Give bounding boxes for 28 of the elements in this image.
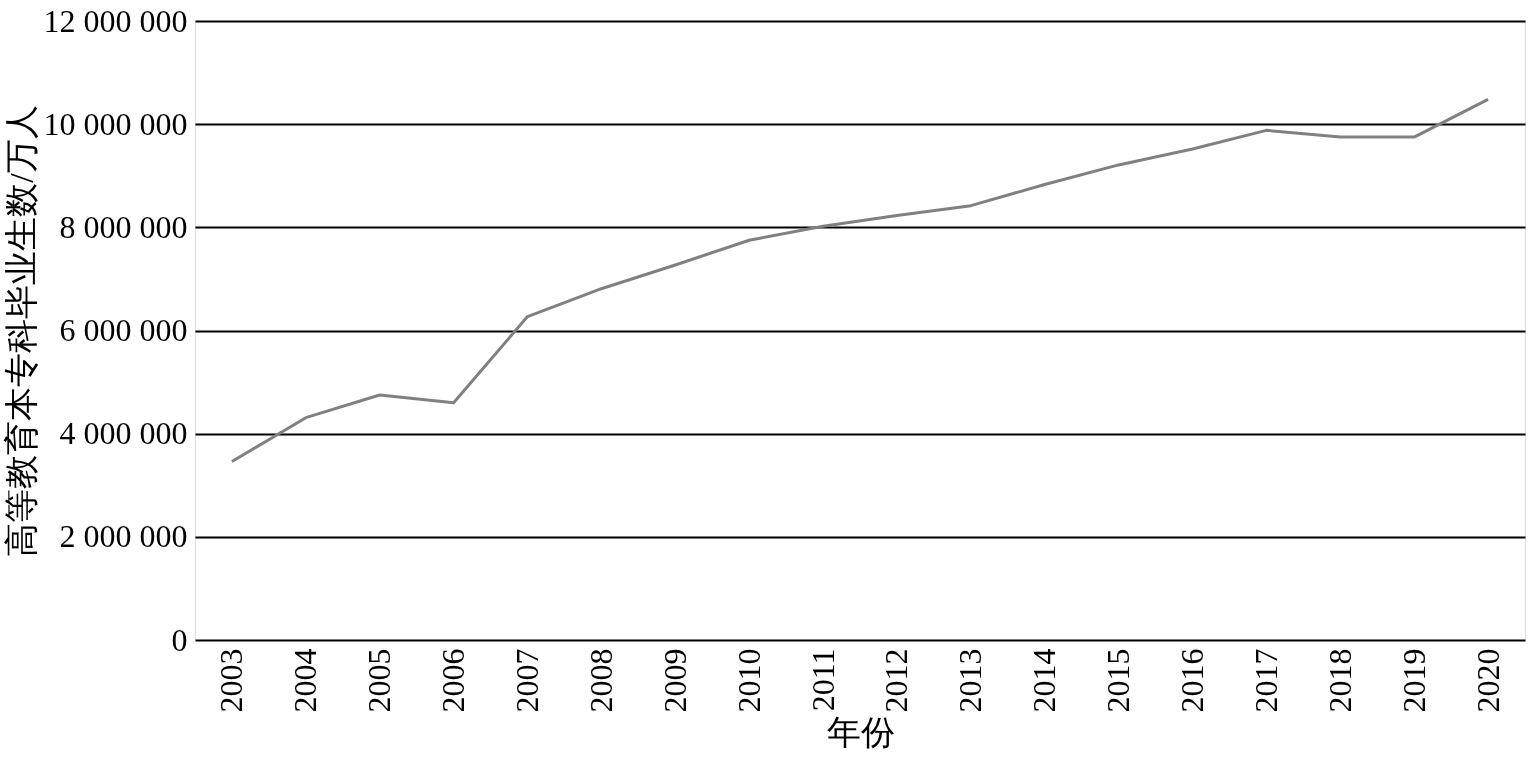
y-tick-label: 0	[171, 621, 188, 658]
x-tick-label: 2014	[1026, 648, 1063, 713]
x-tick-label: 2015	[1100, 648, 1137, 713]
x-tick-label: 2009	[656, 648, 693, 713]
x-tick-label: 2012	[878, 648, 915, 713]
x-tick-label: 2017	[1247, 648, 1284, 713]
y-tick-label: 8 000 000	[59, 208, 188, 245]
x-tick-label: 2006	[435, 648, 472, 713]
x-tick-label: 2011	[804, 648, 841, 712]
x-tick-label: 2013	[952, 648, 989, 713]
x-tick-label: 2003	[213, 648, 250, 713]
y-tick-label: 2 000 000	[59, 518, 188, 555]
x-tick-label: 2004	[287, 648, 324, 713]
x-tick-label: 2008	[582, 648, 619, 713]
x-axis-title: 年份	[826, 713, 895, 751]
y-tick-label: 4 000 000	[59, 415, 188, 452]
y-axis-title: 高等教育本专科毕业生数/万人	[2, 105, 40, 557]
y-tick-label: 10 000 000	[43, 105, 188, 142]
line-series	[230, 97, 1490, 464]
x-tick-label: 2010	[730, 648, 767, 713]
x-tick-label: 2007	[509, 648, 545, 713]
x-tick-label: 2016	[1174, 648, 1210, 713]
y-tick-label: 6 000 000	[59, 312, 188, 348]
x-tick-label: 2019	[1395, 648, 1432, 713]
x-tick-label: 2020	[1469, 648, 1506, 713]
x-tick-label: 2005	[361, 648, 398, 713]
y-tick-label: 12 000 000	[43, 2, 188, 39]
x-tick-label: 2018	[1321, 648, 1358, 713]
